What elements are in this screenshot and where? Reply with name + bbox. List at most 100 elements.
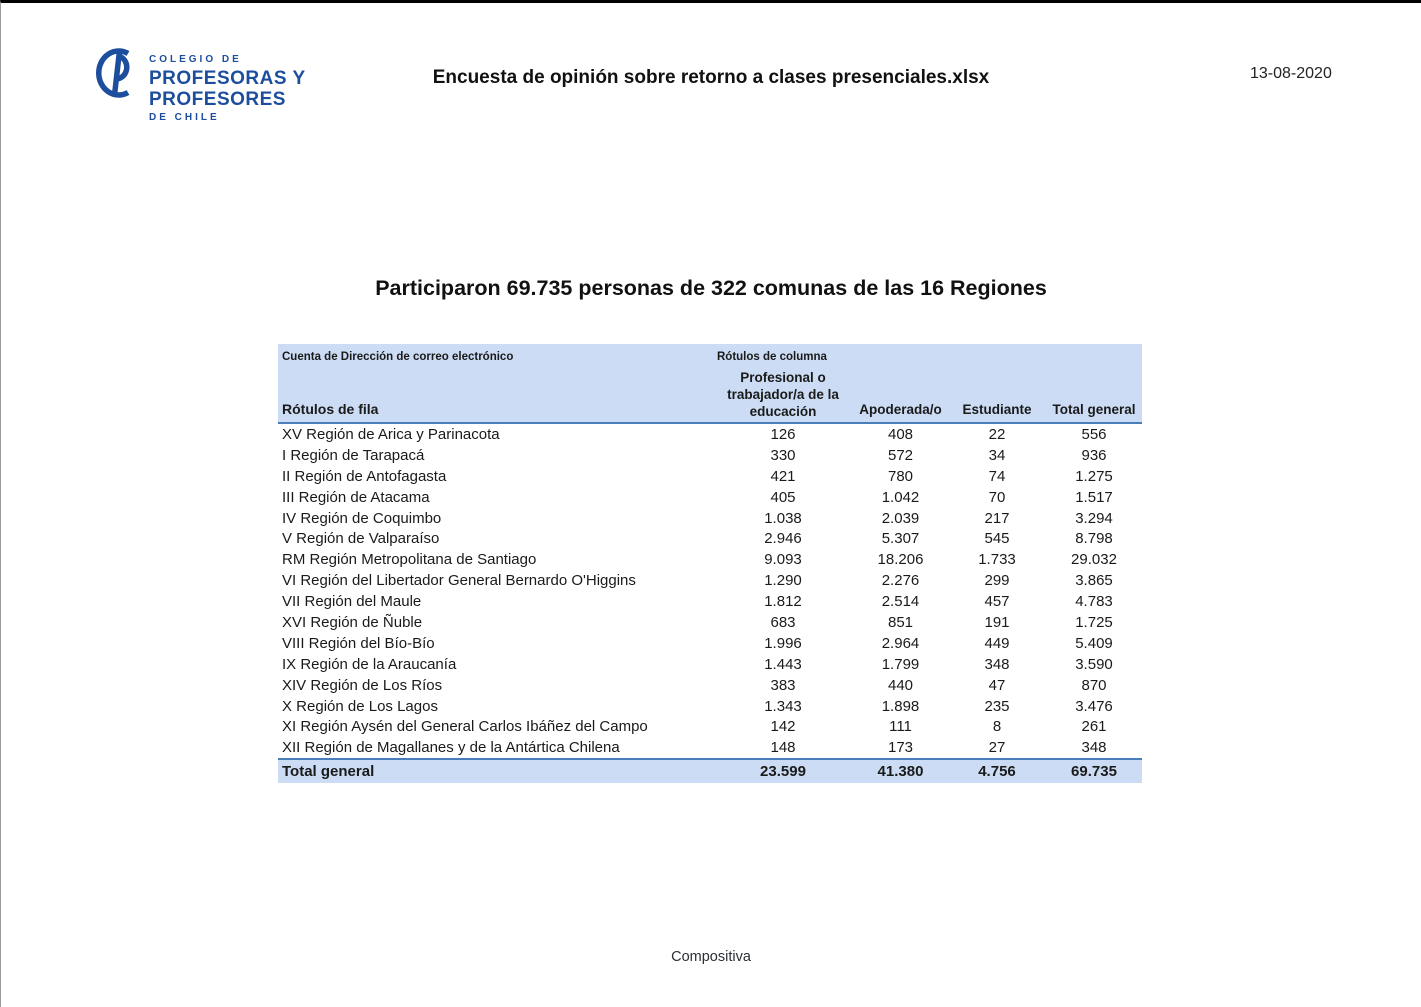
table-row: VII Región del Maule 1.812 2.514 457 4.783 [278,591,1142,612]
region-label: X Región de Los Lagos [282,697,438,715]
region-value: 2.964 [881,634,920,652]
colegio-profesores-logo: COLEGIO DE PROFESORAS Y PROFESORES DE CH… [94,45,306,126]
region-value: 8.798 [1075,530,1113,548]
region-value: 173 [887,739,914,757]
region-value: 1.275 [1075,467,1113,485]
region-label: XI Región Aysén del General Carlos Ibáñe… [282,718,648,736]
table-row: II Región de Antofagasta 421 780 74 1.275 [278,466,1142,487]
region-value: 421 [770,467,796,485]
region-value: 217 [984,509,1010,527]
column-header-total-general: Total general [1052,401,1136,417]
pivot-table-header: Cuenta de Dirección de correo electrónic… [278,344,1142,424]
region-label: XII Región de Magallanes y de la Antárti… [282,739,620,757]
region-label: VIII Región del Bío-Bío [282,634,435,652]
logo-line-profesoras: PROFESORAS Y [149,67,306,89]
region-value: 348 [984,655,1010,673]
column-header-estudiante: Estudiante [962,401,1032,417]
column-header-apoderada: Apoderada/o [859,401,942,417]
total-value: 4.756 [978,762,1016,780]
region-value: 261 [1081,718,1107,736]
region-value: 5.307 [881,530,920,548]
region-value: 3.476 [1075,697,1113,715]
region-label: III Región de Atacama [282,488,430,506]
pivot-total-row: Total general 23.599 41.380 4.756 69.735 [278,758,1142,784]
table-row: IX Región de la Araucanía 1.443 1.799 348 3.… [278,654,1142,675]
region-value: 545 [984,530,1010,548]
region-value: 408 [887,425,914,443]
region-value: 348 [1081,739,1107,757]
region-value: 47 [988,676,1006,694]
total-row-label: Total general [282,762,375,780]
region-value: 330 [770,446,796,464]
region-value: 405 [770,488,796,506]
region-value: 2.946 [764,530,802,548]
region-label: IX Región de la Araucanía [282,655,457,673]
region-value: 1.517 [1075,488,1113,506]
total-value: 23.599 [760,762,806,780]
region-value: 3.590 [1075,655,1113,673]
region-value: 27 [988,739,1006,757]
total-value: 41.380 [877,762,924,780]
table-row: I Región de Tarapacá 330 572 34 936 [278,445,1142,466]
table-row: IV Región de Coquimbo 1.038 2.039 217 3.294 [278,508,1142,529]
region-value: 1.812 [764,593,802,611]
region-label: XIV Región de Los Ríos [282,676,443,694]
logo-line-colegio-de: COLEGIO DE [149,54,242,65]
region-label: II Región de Antofagasta [282,467,447,485]
region-value: 556 [1081,425,1107,443]
region-value: 74 [988,467,1006,485]
region-label: V Región de Valparaíso [282,530,440,548]
region-value: 111 [889,718,912,736]
pivot-column-labels-label: Rótulos de columna [717,351,827,363]
region-value: 457 [984,593,1010,611]
region-value: 29.032 [1071,551,1117,569]
table-row: XIV Región de Los Ríos 383 440 47 870 [278,675,1142,696]
region-label: I Región de Tarapacá [282,446,425,464]
region-label: VII Región del Maule [282,593,422,611]
region-value: 780 [887,467,914,485]
region-value: 3.294 [1075,509,1113,527]
region-value: 148 [770,739,796,757]
region-value: 4.783 [1075,593,1113,611]
region-value: 449 [984,634,1010,652]
region-value: 2.514 [881,593,920,611]
region-value: 1.343 [764,697,802,715]
table-row: XV Región de Arica y Parinacota 126 408 22 5… [278,424,1142,445]
region-value: 870 [1081,676,1107,694]
region-label: XV Región de Arica y Parinacota [282,425,500,443]
region-value: 1.898 [881,697,920,715]
region-value: 5.409 [1075,634,1113,652]
region-label: RM Región Metropolitana de Santiago [282,551,537,569]
pivot-row-labels-label: Rótulos de fila [282,401,379,418]
region-value: 1.038 [764,509,802,527]
logo-line-de-chile: DE CHILE [149,112,220,124]
region-value: 1.996 [764,634,802,652]
pivot-table: Cuenta de Dirección de correo electrónic… [278,344,1142,784]
region-value: 1.725 [1075,613,1113,631]
region-value: 3.865 [1075,572,1113,590]
column-header-profesional: Profesional o trabajador/a de la educaci… [727,370,839,419]
table-row: X Región de Los Lagos 1.343 1.898 235 3.476 [278,696,1142,717]
region-value: 22 [988,425,1006,443]
region-value: 2.276 [881,572,920,590]
cp-monogram-icon [95,48,130,98]
region-value: 34 [988,446,1006,464]
region-value: 1.042 [881,488,920,506]
region-value: 8 [992,718,1002,736]
region-value: 1.733 [978,551,1016,569]
region-value: 683 [770,613,796,631]
logo-wordmark: COLEGIO DE PROFESORAS Y PROFESORES DE CH… [149,45,306,126]
table-row: RM Región Metropolitana de Santiago 9.093… [278,549,1142,570]
region-value: 1.799 [881,655,920,673]
region-value: 572 [887,446,914,464]
document-title: Encuesta de opinión sobre retorno a clas… [432,67,990,88]
region-value: 9.093 [764,551,802,569]
table-row: VIII Región del Bío-Bío 1.996 2.964 449 5.40… [278,633,1142,654]
region-value: 383 [770,676,796,694]
table-row: XVI Región de Ñuble 683 851 191 1.725 [278,612,1142,633]
main-heading: Participaron 69.735 personas de 322 comu… [375,276,1047,300]
footer-text: Compositiva [671,949,751,965]
region-value: 440 [887,676,914,694]
pivot-table-body: XV Región de Arica y Parinacota 126 408 22 5… [278,424,1142,758]
region-value: 235 [984,697,1010,715]
